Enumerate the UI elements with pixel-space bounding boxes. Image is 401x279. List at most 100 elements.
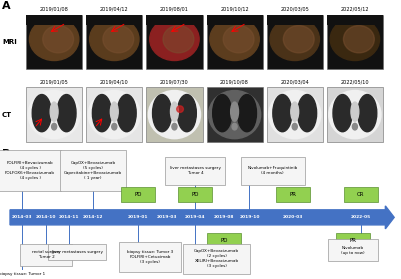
FancyBboxPatch shape: [86, 15, 142, 69]
FancyBboxPatch shape: [26, 15, 82, 25]
Text: 2019/01/05: 2019/01/05: [40, 79, 69, 84]
Ellipse shape: [273, 95, 292, 132]
FancyBboxPatch shape: [146, 15, 203, 25]
Text: 2019-04: 2019-04: [185, 215, 206, 219]
Ellipse shape: [177, 106, 183, 112]
FancyBboxPatch shape: [121, 187, 155, 202]
FancyBboxPatch shape: [146, 15, 203, 69]
Ellipse shape: [32, 95, 51, 132]
Ellipse shape: [269, 90, 321, 139]
Text: 2022/05/12: 2022/05/12: [340, 7, 369, 12]
Text: 2019/10/08: 2019/10/08: [220, 79, 249, 84]
Ellipse shape: [52, 123, 57, 130]
Ellipse shape: [148, 90, 200, 139]
FancyBboxPatch shape: [0, 150, 61, 191]
Text: liver metastases surgery: liver metastases surgery: [52, 250, 103, 254]
Text: 2014-10: 2014-10: [36, 215, 57, 219]
Ellipse shape: [358, 95, 377, 132]
Ellipse shape: [163, 25, 194, 53]
Ellipse shape: [177, 95, 196, 132]
FancyBboxPatch shape: [86, 15, 142, 25]
Text: Nivolumab+Fruquintinib
(4 months): Nivolumab+Fruquintinib (4 months): [247, 166, 298, 175]
Ellipse shape: [92, 95, 111, 132]
Ellipse shape: [351, 102, 359, 121]
Text: FOLFIRI+Bevacizumab
(4 cycles )
FOLFOX6+Bevacizumab
(4 cycles ): FOLFIRI+Bevacizumab (4 cycles ) FOLFOX6+…: [5, 162, 55, 180]
Ellipse shape: [237, 95, 257, 132]
Ellipse shape: [292, 123, 297, 130]
Ellipse shape: [29, 18, 79, 61]
FancyBboxPatch shape: [146, 87, 203, 142]
FancyBboxPatch shape: [336, 233, 370, 247]
Text: PR: PR: [349, 238, 356, 243]
FancyBboxPatch shape: [327, 87, 383, 142]
FancyBboxPatch shape: [207, 15, 263, 25]
Ellipse shape: [232, 123, 237, 130]
Ellipse shape: [150, 18, 199, 61]
Ellipse shape: [291, 102, 299, 121]
Text: biopsy tissue: Tumor 1: biopsy tissue: Tumor 1: [0, 272, 45, 276]
FancyBboxPatch shape: [327, 15, 383, 25]
FancyBboxPatch shape: [26, 87, 82, 142]
Text: 2020-03: 2020-03: [283, 215, 303, 219]
Text: 2019-08: 2019-08: [214, 215, 234, 219]
Text: PD: PD: [220, 238, 227, 243]
Ellipse shape: [223, 25, 254, 53]
Text: rectal surgery
Tumor 2: rectal surgery Tumor 2: [32, 250, 61, 259]
FancyBboxPatch shape: [86, 87, 142, 142]
Ellipse shape: [209, 90, 261, 139]
Ellipse shape: [344, 25, 375, 53]
Text: 2019/07/30: 2019/07/30: [160, 79, 189, 84]
FancyBboxPatch shape: [119, 242, 181, 272]
Ellipse shape: [112, 123, 117, 130]
Ellipse shape: [210, 18, 259, 61]
FancyBboxPatch shape: [207, 15, 263, 69]
FancyBboxPatch shape: [20, 244, 72, 266]
FancyBboxPatch shape: [267, 15, 323, 25]
Text: 2014-12: 2014-12: [83, 215, 103, 219]
Ellipse shape: [330, 18, 380, 61]
Ellipse shape: [329, 90, 381, 139]
FancyArrow shape: [10, 206, 394, 229]
Ellipse shape: [172, 123, 177, 130]
FancyBboxPatch shape: [178, 187, 213, 202]
Ellipse shape: [50, 102, 58, 121]
FancyBboxPatch shape: [165, 157, 225, 185]
Text: 2019-01: 2019-01: [128, 215, 149, 219]
Ellipse shape: [333, 95, 352, 132]
Text: CT: CT: [2, 112, 12, 118]
Ellipse shape: [103, 25, 134, 53]
Ellipse shape: [152, 95, 172, 132]
Ellipse shape: [284, 25, 314, 53]
FancyBboxPatch shape: [267, 15, 323, 69]
Text: 2022/05/10: 2022/05/10: [340, 79, 369, 84]
FancyBboxPatch shape: [344, 187, 378, 202]
Ellipse shape: [270, 18, 320, 61]
Ellipse shape: [88, 90, 140, 139]
FancyBboxPatch shape: [276, 187, 310, 202]
Text: PR: PR: [289, 192, 296, 197]
Ellipse shape: [298, 95, 317, 132]
Ellipse shape: [231, 102, 239, 121]
Text: 2019/08/01: 2019/08/01: [160, 7, 189, 12]
FancyBboxPatch shape: [207, 87, 263, 142]
Text: 2019-03: 2019-03: [156, 215, 176, 219]
FancyBboxPatch shape: [327, 15, 383, 69]
Text: 2014-03: 2014-03: [12, 215, 32, 219]
Ellipse shape: [117, 95, 136, 132]
Text: CapOX+Bevacizumab
(2 cycles)
XELIRI+Bevacizumab
(3 cycles): CapOX+Bevacizumab (2 cycles) XELIRI+Beva…: [194, 249, 239, 268]
FancyBboxPatch shape: [267, 87, 323, 142]
FancyBboxPatch shape: [26, 15, 82, 69]
FancyBboxPatch shape: [48, 244, 107, 260]
FancyBboxPatch shape: [60, 150, 126, 191]
FancyBboxPatch shape: [207, 233, 241, 247]
Text: 2019/04/12: 2019/04/12: [100, 7, 129, 12]
Ellipse shape: [28, 90, 80, 139]
Ellipse shape: [43, 25, 74, 53]
FancyBboxPatch shape: [184, 244, 249, 274]
Text: PD: PD: [135, 192, 142, 197]
Ellipse shape: [352, 123, 357, 130]
Text: 2019/01/08: 2019/01/08: [40, 7, 69, 12]
Text: 2022-05: 2022-05: [351, 215, 371, 219]
Text: PD: PD: [192, 192, 199, 197]
Text: 2019/10/12: 2019/10/12: [220, 7, 249, 12]
